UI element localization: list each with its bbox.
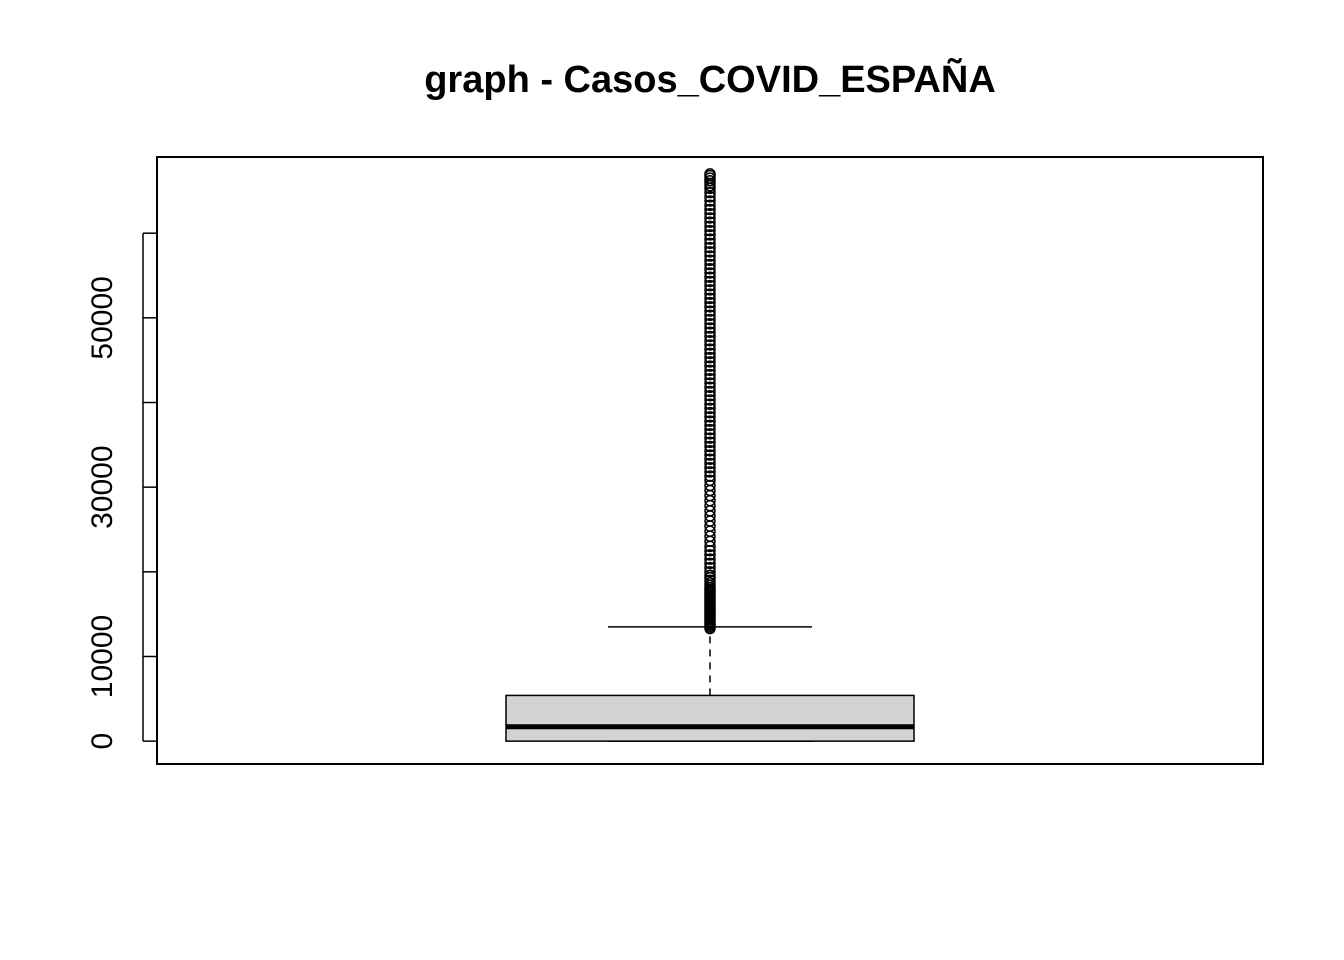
outlier-point (704, 296, 716, 309)
outlier-point (704, 364, 716, 377)
y-tick-label: 50000 (86, 276, 119, 359)
outlier-point (704, 267, 716, 279)
outlier-point (704, 301, 716, 313)
outlier-point (704, 389, 716, 402)
outlier-point (704, 461, 716, 474)
outlier-point (704, 254, 716, 267)
outlier-point (704, 449, 716, 461)
outlier-point (704, 271, 716, 283)
outlier-point (704, 351, 716, 364)
outlier-point (704, 168, 716, 180)
y-tick-label: 0 (86, 733, 119, 750)
outlier-point (704, 347, 716, 360)
outlier-point (704, 470, 716, 482)
outlier-point (704, 279, 716, 292)
iqr-box (505, 694, 915, 742)
outlier-point (704, 224, 716, 237)
outlier-point (704, 258, 716, 271)
outlier-point (704, 322, 716, 334)
outlier-point (704, 557, 716, 570)
outlier-point (704, 549, 716, 561)
outlier-point (704, 284, 716, 296)
outlier-point (704, 436, 716, 449)
outlier-point (704, 212, 716, 224)
outlier-point (704, 241, 716, 254)
outlier-point (704, 318, 716, 330)
outlier-point (704, 313, 716, 326)
outlier-point (704, 569, 716, 581)
outlier-point (704, 343, 716, 355)
outlier-point (704, 406, 716, 419)
outlier-point (704, 466, 716, 478)
outlier-point (704, 561, 716, 574)
outlier-point (704, 398, 716, 410)
outlier-point (704, 262, 716, 275)
outlier-point (704, 288, 716, 300)
outlier-point (704, 191, 716, 203)
chart-title: graph - Casos_COVID_ESPAÑA (424, 57, 996, 101)
outlier-point (704, 377, 716, 389)
outlier-point (704, 453, 716, 465)
y-axis: 0 10000 30000 50000 (86, 232, 157, 750)
plot-frame (156, 156, 1264, 765)
outlier-point (704, 305, 716, 317)
outlier-point (704, 385, 716, 398)
y-tick-label: 10000 (86, 615, 119, 698)
outlier-point (704, 203, 716, 216)
outlier-point (704, 199, 716, 212)
outlier-point (704, 233, 716, 245)
outlier-point (704, 292, 716, 305)
outlier-point (704, 394, 716, 406)
outlier-point (704, 330, 716, 343)
outlier-point (704, 474, 716, 487)
outlier-point (704, 356, 716, 368)
outlier-group (704, 168, 716, 635)
outlier-point (704, 326, 716, 338)
outlier-point (704, 428, 716, 440)
outlier-point (704, 457, 716, 470)
outlier-point (704, 195, 716, 207)
outlier-point (704, 360, 716, 372)
outlier-point (704, 553, 716, 565)
outlier-point (704, 440, 716, 453)
outlier-point (704, 339, 716, 351)
outlier-point (704, 402, 716, 415)
box-group (505, 626, 915, 742)
outlier-point (704, 207, 716, 220)
outlier-point (704, 423, 716, 436)
outlier-point (704, 246, 716, 258)
outlier-point (704, 566, 716, 578)
outlier-point (704, 250, 716, 262)
outlier-point (704, 411, 716, 423)
outlier-point (704, 381, 716, 394)
outlier-point (704, 220, 716, 233)
outlier-point (704, 445, 716, 457)
outlier-point (704, 275, 716, 288)
outlier-point (704, 419, 716, 432)
y-tick-label: 30000 (86, 445, 119, 528)
outlier-point (704, 229, 716, 241)
outlier-point (704, 432, 716, 444)
outlier-point (704, 334, 716, 347)
outlier-point (704, 373, 716, 385)
outlier-point (704, 216, 716, 228)
outlier-point (704, 309, 716, 322)
outlier-point (704, 368, 716, 381)
outlier-point (704, 237, 716, 250)
outlier-point (704, 415, 716, 427)
